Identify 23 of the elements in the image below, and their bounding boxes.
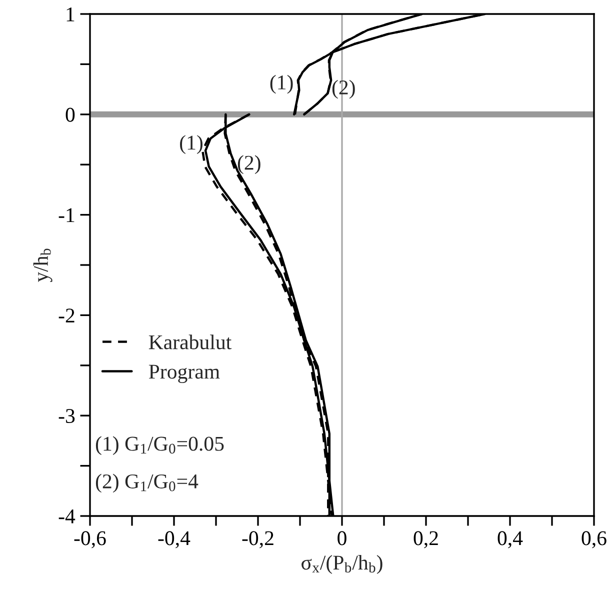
- x-tick-label: -0,6: [74, 531, 106, 548]
- legend-label: Program: [148, 364, 220, 384]
- annotation: (1): [180, 135, 202, 154]
- legend-label: Karabulut: [148, 334, 232, 350]
- annotation: (2): [238, 155, 260, 174]
- x-tick-label: 0: [338, 531, 346, 546]
- annotation: (1) G$_{1}$/G$_{0}$=0.05: [96, 436, 224, 456]
- annotation: (1): [270, 74, 293, 94]
- annotation: (2) G$_{1}$/G$_{0}$=4: [96, 474, 198, 493]
- x-tick-label: -0,4: [158, 531, 190, 548]
- y-axis-title: y/h$_{b}$: [33, 248, 52, 282]
- y-tick-label: -1: [58, 208, 74, 222]
- y-tick-label: -2: [58, 308, 74, 322]
- x-tick-label: 0,2: [414, 531, 438, 548]
- x-tick-label: 0,6: [582, 531, 606, 548]
- x-axis-title: σ$_{x}$/(P$_{b}$/h$_{b}$): [302, 555, 382, 574]
- y-tick-label: 0: [66, 108, 75, 122]
- y-tick-label: 1: [66, 7, 74, 22]
- x-tick-label: 0,4: [498, 531, 523, 548]
- x-tick-label: -0,2: [242, 531, 274, 548]
- annotation: (2): [332, 80, 355, 99]
- y-tick-label: -3: [58, 409, 75, 424]
- y-tick-label: -4: [58, 510, 76, 524]
